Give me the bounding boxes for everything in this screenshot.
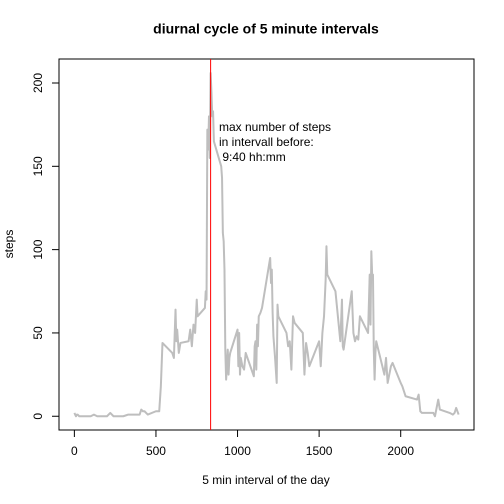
y-axis-label: steps [2,230,16,259]
y-tick-label: 100 [31,239,45,259]
x-tick-label: 1000 [224,444,251,458]
x-tick-label: 2000 [387,444,414,458]
plot-box [58,58,475,431]
y-tick-label: 200 [31,73,45,93]
x-tick-label: 500 [146,444,166,458]
x-tick-label: 0 [71,444,78,458]
annotation: 9:40 hh:mm [219,150,286,164]
annotation: max number of steps [219,120,331,134]
y-tick-label: 150 [31,156,45,176]
data-line [73,72,460,418]
annotation: in intervall before: [219,135,314,149]
x-tick-label: 1500 [306,444,333,458]
chart-title: diurnal cycle of 5 minute intervals [153,21,379,37]
y-tick-label: 0 [31,413,45,420]
y-tick-label: 50 [31,326,45,340]
x-axis-label: 5 min interval of the day [202,473,329,487]
